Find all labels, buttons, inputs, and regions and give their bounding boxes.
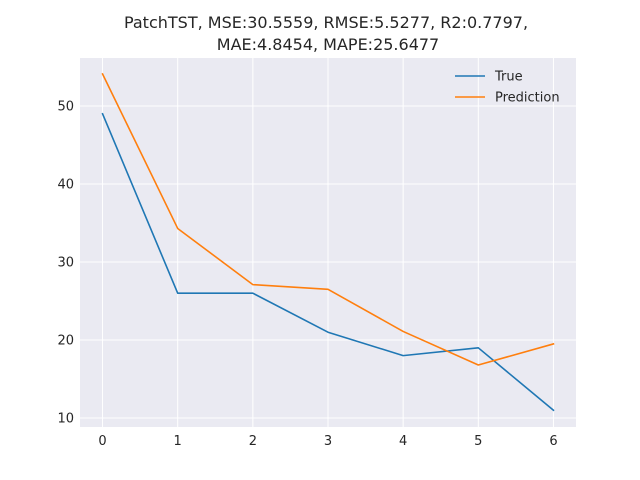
y-axis: 10 20 30 40 50 bbox=[57, 99, 74, 426]
x-tick-label: 6 bbox=[549, 434, 557, 449]
y-tick-label: 10 bbox=[57, 412, 74, 427]
legend: True Prediction bbox=[455, 70, 560, 106]
y-tick-label: 30 bbox=[57, 256, 74, 271]
x-tick-label: 2 bbox=[249, 434, 257, 449]
chart-title-line-2: MAE:4.8454, MAPE:25.6477 bbox=[217, 35, 439, 54]
x-tick-label: 0 bbox=[98, 434, 106, 449]
legend-label-prediction: Prediction bbox=[495, 91, 560, 106]
x-axis: 0 1 2 3 4 5 6 bbox=[98, 434, 557, 449]
series-lines bbox=[101, 72, 555, 412]
y-tick-label: 20 bbox=[57, 334, 74, 349]
grid-lines bbox=[80, 58, 576, 427]
x-tick-label: 4 bbox=[399, 434, 407, 449]
legend-label-true: True bbox=[494, 70, 523, 85]
series-line-true bbox=[101, 112, 555, 412]
series-line-prediction bbox=[101, 72, 555, 366]
x-tick-label: 3 bbox=[324, 434, 332, 449]
x-tick-label: 5 bbox=[474, 434, 482, 449]
x-tick-label: 1 bbox=[174, 434, 182, 449]
y-tick-label: 40 bbox=[57, 177, 74, 192]
chart-title: PatchTST, MSE:30.5559, RMSE:5.5277, R2:0… bbox=[124, 13, 528, 32]
y-tick-label: 50 bbox=[57, 99, 74, 114]
